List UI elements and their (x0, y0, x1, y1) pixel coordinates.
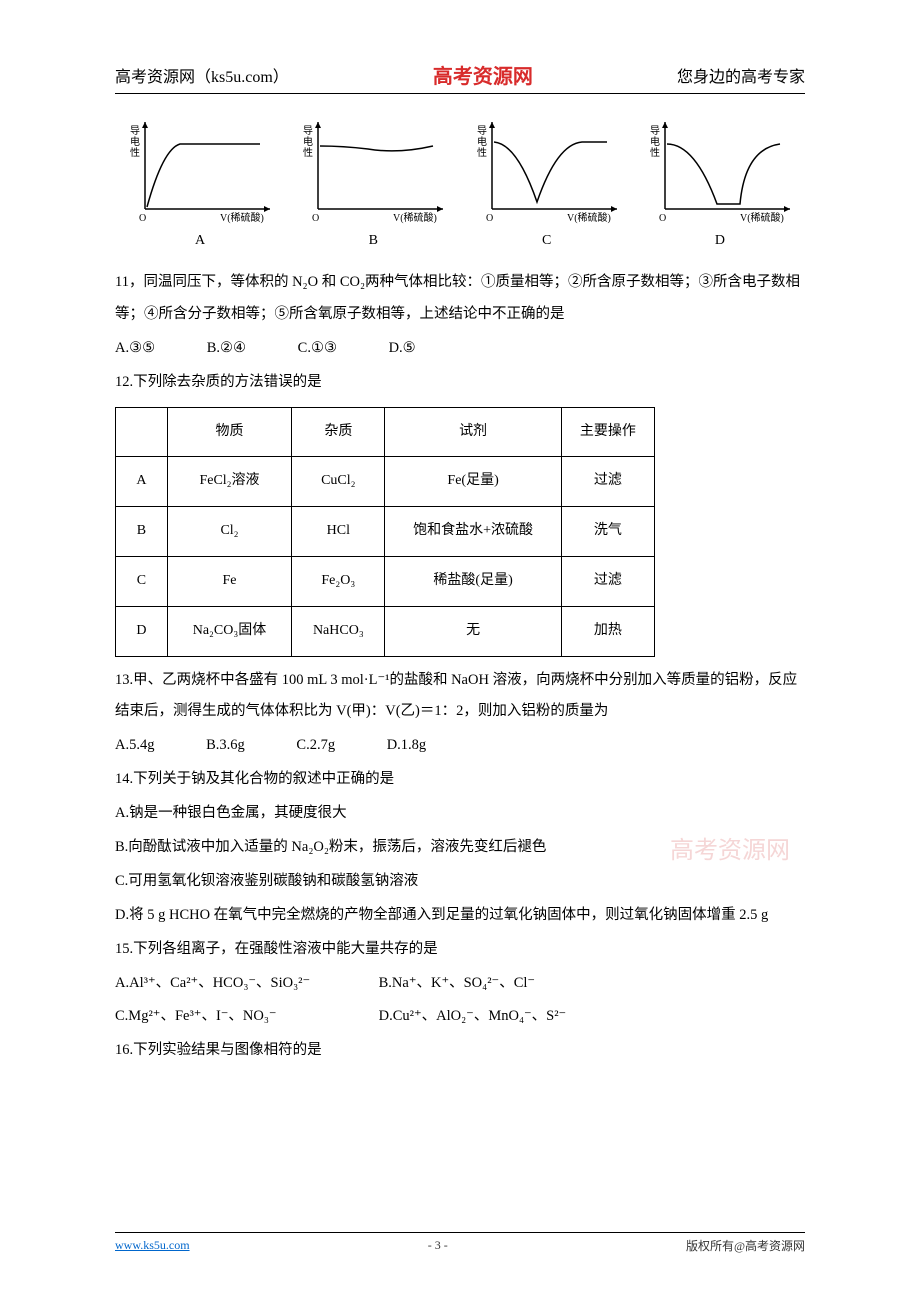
svg-text:导: 导 (303, 125, 313, 137)
q15-text: 15.下列各组离子，在强酸性溶液中能大量共存的是 (115, 934, 805, 966)
graph-label-d: D (640, 233, 800, 249)
q15-opt-c: C.Mg²⁺、Fe³⁺、I⁻、NO₃⁻ (115, 1001, 375, 1033)
row-d-reagent: 无 (385, 606, 561, 656)
q11-opt-b: B.②④ (207, 340, 246, 356)
q15-options-cd: C.Mg²⁺、Fe³⁺、I⁻、NO₃⁻ D.Cu²⁺、AlO₂⁻、MnO₄⁻、S… (115, 1001, 805, 1033)
svg-text:性: 性 (130, 146, 140, 159)
table-row: C Fe Fe₂O₃ 稀盐酸(足量) 过滤 (116, 556, 655, 606)
q13-options: A.5.4g B.3.6g C.2.7g D.1.8g (115, 730, 805, 762)
q12-text: 12.下列除去杂质的方法错误的是 (115, 367, 805, 399)
row-a-reagent: Fe(足量) (385, 457, 561, 507)
q11-opt-a: A.③⑤ (115, 340, 155, 356)
x-axis-label-b: V(稀硫酸) (393, 211, 437, 224)
q14-opt-d: D.将 5 g HCHO 在氧气中完全燃烧的产物全部通入到足量的过氧化钠固体中，… (115, 900, 805, 932)
q11-text: 11，同温同压下，等体积的 N₂O 和 CO₂两种气体相比较：①质量相等；②所含… (115, 267, 805, 331)
q13-opt-c: C.2.7g (296, 737, 335, 753)
svg-text:性: 性 (303, 146, 313, 159)
q11-opt-c: C.①③ (298, 340, 337, 356)
table-row: B Cl₂ HCl 饱和食盐水+浓硫酸 洗气 (116, 507, 655, 557)
th-reagent: 试剂 (385, 407, 561, 457)
graph-option-b: 导 电 性 O V(稀硫酸) B (293, 114, 453, 249)
page-header: 高考资源网（ks5u.com） 高考资源网 您身边的高考专家 (115, 60, 805, 94)
q15-options-ab: A.Al³⁺、Ca²⁺、HCO₃⁻、SiO₃²⁻ B.Na⁺、K⁺、SO₄²⁻、… (115, 968, 805, 1000)
graph-d-svg: 导 电 性 O V(稀硫酸) (645, 114, 795, 224)
q15-opt-d: D.Cu²⁺、AlO₂⁻、MnO₄⁻、S²⁻ (379, 1008, 567, 1024)
graph-option-c: 导 电 性 O V(稀硫酸) C (467, 114, 627, 249)
table-header-row: 物质 杂质 试剂 主要操作 (116, 407, 655, 457)
row-a-substance: FeCl₂溶液 (167, 457, 291, 507)
q13-opt-d: D.1.8g (387, 737, 426, 753)
row-b-label: B (116, 507, 168, 557)
row-d-substance: Na₂CO₃固体 (167, 606, 291, 656)
th-impurity: 杂质 (292, 407, 385, 457)
footer-page-number: - 3 - (428, 1238, 448, 1253)
graph-b-svg: 导 电 性 O V(稀硫酸) (298, 114, 448, 224)
row-c-impurity: Fe₂O₃ (292, 556, 385, 606)
svg-text:导: 导 (477, 125, 487, 137)
q13-text: 13.甲、乙两烧杯中各盛有 100 mL 3 mol·L⁻¹的盐酸和 NaOH … (115, 665, 805, 729)
table-row: D Na₂CO₃固体 NaHCO₃ 无 加热 (116, 606, 655, 656)
row-c-substance: Fe (167, 556, 291, 606)
x-axis-label-d: V(稀硫酸) (740, 211, 784, 224)
q14-text: 14.下列关于钠及其化合物的叙述中正确的是 (115, 764, 805, 796)
svg-text:O: O (659, 213, 666, 224)
svg-text:O: O (139, 213, 146, 224)
svg-text:电: 电 (130, 135, 140, 148)
q15-opt-a: A.Al³⁺、Ca²⁺、HCO₃⁻、SiO₃²⁻ (115, 968, 375, 1000)
svg-text:电: 电 (303, 135, 313, 148)
row-c-reagent: 稀盐酸(足量) (385, 556, 561, 606)
row-c-label: C (116, 556, 168, 606)
row-d-impurity: NaHCO₃ (292, 606, 385, 656)
header-brand-title: 高考资源网 (433, 60, 533, 89)
svg-text:电: 电 (477, 135, 487, 148)
row-d-label: D (116, 606, 168, 656)
q14-opt-c: C.可用氢氧化钡溶液鉴别碳酸钠和碳酸氢钠溶液 (115, 866, 805, 898)
row-b-substance: Cl₂ (167, 507, 291, 557)
th-blank (116, 407, 168, 457)
q13-opt-b: B.3.6g (206, 737, 245, 753)
row-d-operation: 加热 (561, 606, 654, 656)
th-substance: 物质 (167, 407, 291, 457)
footer-url: www.ks5u.com (115, 1238, 190, 1253)
svg-text:导: 导 (650, 125, 660, 137)
row-a-operation: 过滤 (561, 457, 654, 507)
th-operation: 主要操作 (561, 407, 654, 457)
q13-opt-a: A.5.4g (115, 737, 154, 753)
graph-label-a: A (120, 233, 280, 249)
graph-option-d: 导 电 性 O V(稀硫酸) D (640, 114, 800, 249)
q16-text: 16.下列实验结果与图像相符的是 (115, 1035, 805, 1067)
row-a-label: A (116, 457, 168, 507)
q14-opt-a: A.钠是一种银白色金属，其硬度很大 (115, 798, 805, 830)
x-axis-label-a: V(稀硫酸) (220, 211, 264, 224)
q11-opt-d: D.⑤ (389, 340, 416, 356)
x-axis-label-c: V(稀硫酸) (567, 211, 611, 224)
row-a-impurity: CuCl₂ (292, 457, 385, 507)
row-b-impurity: HCl (292, 507, 385, 557)
row-b-operation: 洗气 (561, 507, 654, 557)
graph-label-b: B (293, 233, 453, 249)
header-left-text: 高考资源网（ks5u.com） (115, 63, 289, 87)
svg-text:O: O (486, 213, 493, 224)
footer-copyright: 版权所有@高考资源网 (686, 1237, 805, 1254)
impurity-table: 物质 杂质 试剂 主要操作 A FeCl₂溶液 CuCl₂ Fe(足量) 过滤 … (115, 407, 655, 657)
table-row: A FeCl₂溶液 CuCl₂ Fe(足量) 过滤 (116, 457, 655, 507)
svg-text:性: 性 (650, 146, 660, 159)
page-footer: www.ks5u.com - 3 - 版权所有@高考资源网 (115, 1232, 805, 1254)
row-b-reagent: 饱和食盐水+浓硫酸 (385, 507, 561, 557)
svg-text:电: 电 (650, 135, 660, 148)
q11-options: A.③⑤ B.②④ C.①③ D.⑤ (115, 333, 805, 365)
header-right-text: 您身边的高考专家 (677, 63, 805, 87)
svg-text:性: 性 (477, 146, 487, 159)
q15-opt-b: B.Na⁺、K⁺、SO₄²⁻、Cl⁻ (379, 975, 535, 991)
graph-a-svg: 导 电 性 O V(稀硫酸) (125, 114, 275, 224)
graph-option-a: 导 电 性 O V(稀硫酸) A (120, 114, 280, 249)
graph-c-svg: 导 电 性 O V(稀硫酸) (472, 114, 622, 224)
graph-options-row: 导 电 性 O V(稀硫酸) A 导 电 性 O V(稀硫酸) B (115, 114, 805, 249)
svg-text:O: O (312, 213, 319, 224)
svg-text:导: 导 (130, 125, 140, 137)
q14-opt-b: B.向酚酞试液中加入适量的 Na₂O₂粉末，振荡后，溶液先变红后褪色 (115, 832, 805, 864)
row-c-operation: 过滤 (561, 556, 654, 606)
graph-label-c: C (467, 233, 627, 249)
